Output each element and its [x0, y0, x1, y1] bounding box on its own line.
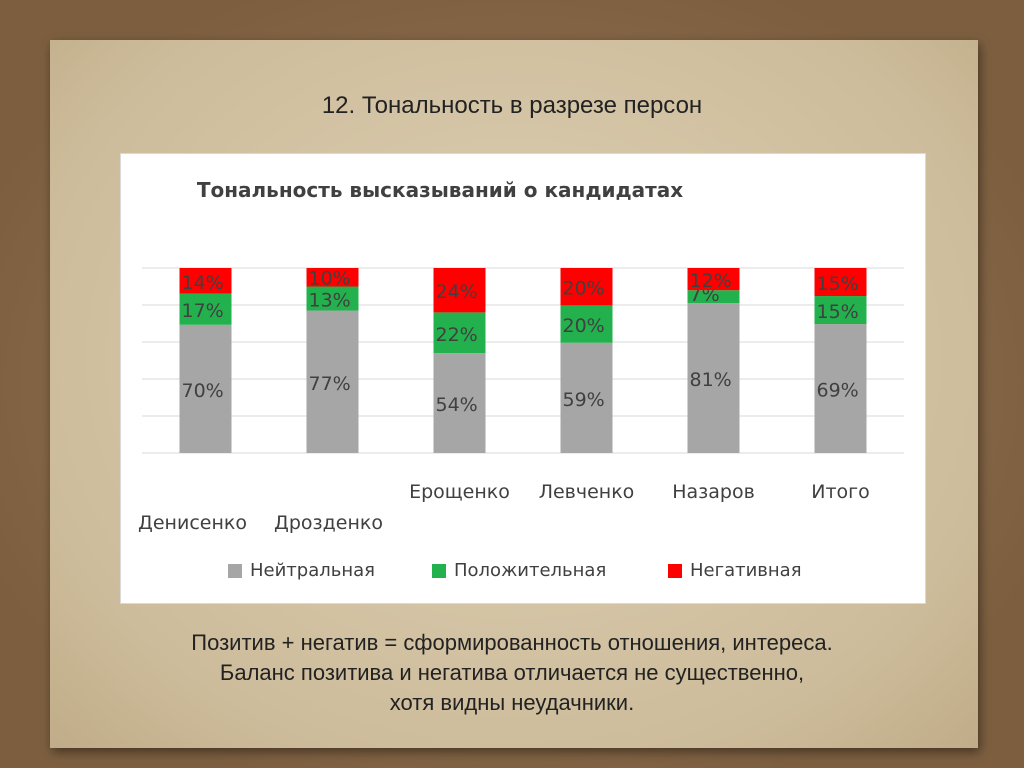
bar-neutral [179, 324, 232, 453]
data-label: 15% [817, 273, 859, 295]
legend-label-negative: Негативная [690, 560, 802, 581]
data-label: 20% [563, 315, 605, 337]
data-label: 20% [563, 278, 605, 300]
bar-positive [560, 305, 613, 343]
data-label: 69% [817, 380, 859, 402]
bar-neutral [560, 342, 613, 453]
bar-negative [560, 268, 613, 306]
bar-positive [433, 312, 486, 354]
slide-caption: Позитив + негатив = сформированность отн… [80, 628, 944, 718]
legend-item-neutral: Нейтральная [228, 560, 375, 581]
data-label: 12% [690, 270, 732, 292]
data-label: 15% [817, 301, 859, 323]
caption-line: хотя видны неудачники. [389, 690, 635, 715]
bar-positive [814, 296, 867, 325]
data-label: 17% [182, 300, 224, 322]
bar-negative [433, 268, 486, 313]
caption-line: Позитив + негатив = сформированность отн… [191, 630, 833, 655]
data-label: 14% [182, 272, 224, 294]
legend-swatch-positive [432, 563, 446, 578]
bar-neutral [687, 303, 740, 453]
category-label: Дрозденко [274, 512, 383, 534]
bar-negative [179, 268, 232, 294]
legend-label-positive: Положительная [454, 560, 607, 581]
bar-negative [814, 268, 867, 297]
data-label: 24% [436, 281, 478, 303]
data-label: 77% [309, 373, 351, 395]
data-label: 59% [563, 389, 605, 411]
legend-item-negative: Негативная [668, 560, 802, 581]
data-label: 10% [309, 268, 351, 290]
slide-title: 12. Тональность в разрезе персон [321, 92, 703, 119]
legend-item-positive: Положительная [432, 560, 606, 581]
bar-negative [687, 268, 740, 291]
data-label: 70% [182, 380, 224, 402]
legend-swatch-neutral [228, 563, 242, 578]
bar-neutral [306, 310, 359, 453]
data-label: 13% [309, 290, 351, 312]
bar-neutral [814, 324, 867, 453]
category-label: Ерощенко [409, 481, 510, 503]
legend-label-neutral: Нейтральная [250, 560, 375, 581]
bar-neutral [433, 353, 486, 453]
bar-positive [306, 286, 359, 311]
bar-negative [306, 268, 359, 287]
data-label: 22% [436, 324, 478, 346]
chart-legend: Нейтральная Положительная Негативная [228, 560, 848, 586]
category-label: Левченко [539, 481, 635, 503]
data-label: 81% [690, 369, 732, 391]
caption-line: Баланс позитива и негатива отличается не… [219, 660, 805, 685]
bar-positive [179, 293, 232, 325]
data-label: 54% [436, 394, 478, 416]
category-label: Итого [811, 481, 870, 503]
chart-title: Тональность высказываний о кандидатах [196, 178, 684, 202]
bar-positive [687, 290, 740, 304]
category-label: Назаров [672, 481, 755, 503]
legend-swatch-negative [668, 563, 682, 578]
category-label: Денисенко [138, 512, 247, 534]
